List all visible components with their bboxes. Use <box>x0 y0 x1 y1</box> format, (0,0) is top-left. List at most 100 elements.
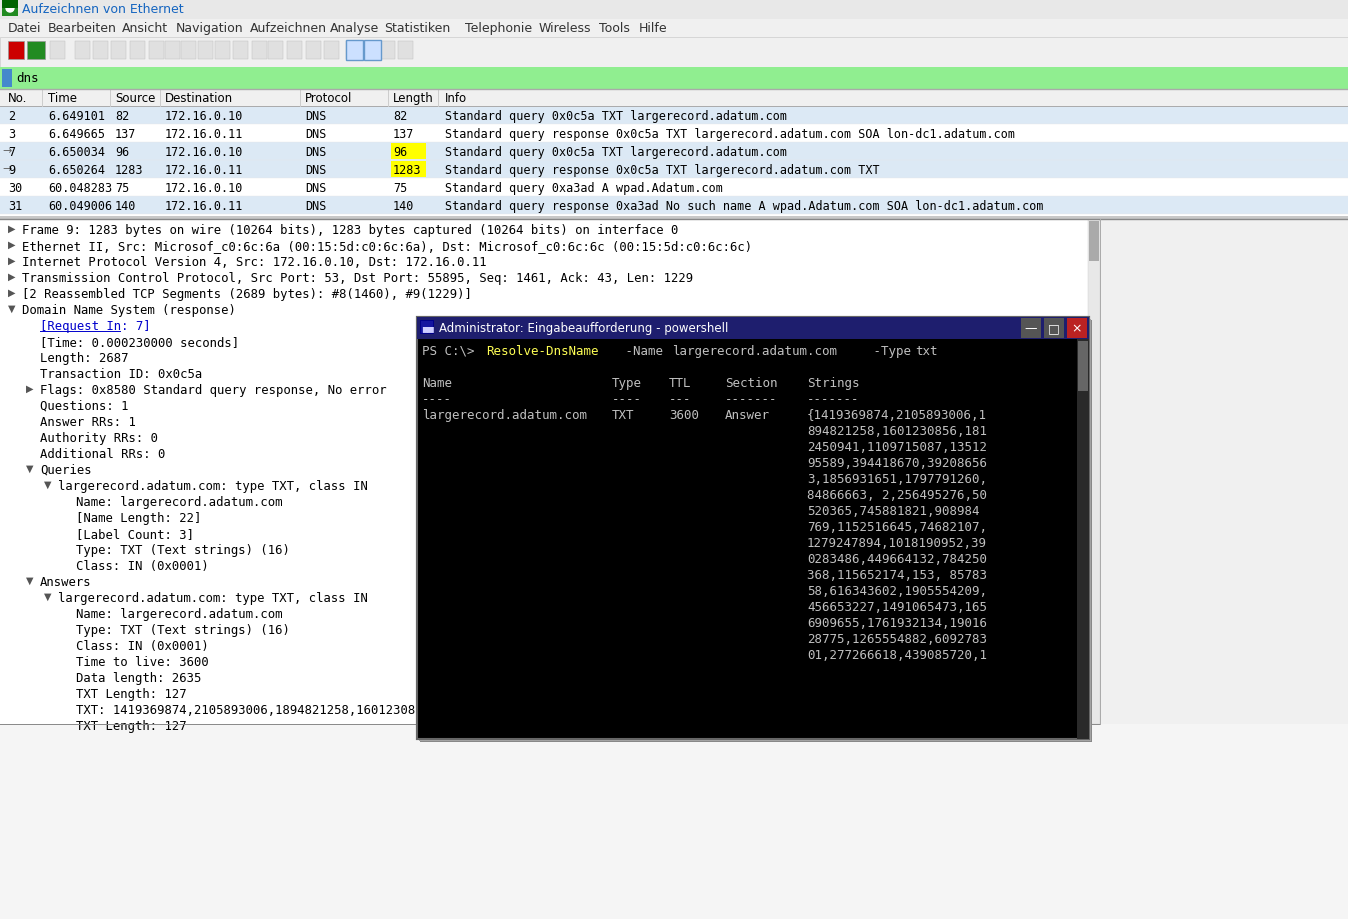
Text: Queries: Queries <box>40 463 92 476</box>
Text: 6.650034: 6.650034 <box>49 146 105 159</box>
Bar <box>0 125 1348 142</box>
Text: 3: 3 <box>8 128 15 141</box>
Text: ▄▄: ▄▄ <box>422 322 434 332</box>
Text: 60.049006: 60.049006 <box>49 199 112 213</box>
Text: Type: TXT (Text strings) (16): Type: TXT (Text strings) (16) <box>75 543 290 556</box>
Bar <box>93 42 108 60</box>
Text: 75: 75 <box>394 182 407 195</box>
Bar <box>1078 342 1088 391</box>
Text: Internet Protocol Version 4, Src: 172.16.0.10, Dst: 172.16.0.11: Internet Protocol Version 4, Src: 172.16… <box>22 255 487 268</box>
Bar <box>0 197 1348 215</box>
Text: [2 Reassembled TCP Segments (2689 bytes): #8(1460), #9(1229)]: [2 Reassembled TCP Segments (2689 bytes)… <box>22 288 472 301</box>
Text: 28775,1265554882,6092783: 28775,1265554882,6092783 <box>807 632 987 645</box>
Bar <box>391 162 426 177</box>
Text: Tools: Tools <box>600 22 630 35</box>
Text: ---: --- <box>669 392 692 405</box>
Text: ▼: ▼ <box>26 463 34 473</box>
Text: 137: 137 <box>394 128 414 141</box>
Bar <box>27 42 44 60</box>
Text: DNS: DNS <box>305 182 326 195</box>
Text: 01,277266618,439085720,1: 01,277266618,439085720,1 <box>807 648 987 662</box>
Text: TTL: TTL <box>669 377 692 390</box>
Text: Class: IN (0x0001): Class: IN (0x0001) <box>75 560 209 573</box>
Text: TXT: 1419369874,2105893006,1894821258,1601230856,1812450941,1109715087,135129558: TXT: 1419369874,2105893006,1894821258,16… <box>75 703 1050 716</box>
Text: 1283: 1283 <box>394 164 422 176</box>
Text: Name: largerecord.adatum.com: Name: largerecord.adatum.com <box>75 607 283 620</box>
Text: Length: Length <box>394 92 434 105</box>
Text: 172.16.0.11: 172.16.0.11 <box>164 128 244 141</box>
Bar <box>0 220 1100 724</box>
Text: -Type: -Type <box>865 345 918 357</box>
Bar <box>0 68 1348 90</box>
Bar <box>363 42 377 60</box>
Bar <box>0 0 1348 20</box>
Bar <box>268 42 283 60</box>
Text: PS C:\>: PS C:\> <box>422 345 483 357</box>
Text: Statistiken: Statistiken <box>384 22 450 35</box>
Text: [Name Length: 22]: [Name Length: 22] <box>75 512 201 525</box>
Text: Wireless: Wireless <box>539 22 592 35</box>
Bar <box>8 42 24 60</box>
Text: Standard query 0xa3ad A wpad.Adatum.com: Standard query 0xa3ad A wpad.Adatum.com <box>445 182 723 195</box>
Text: ----: ---- <box>422 392 452 405</box>
Bar <box>398 42 412 60</box>
Bar <box>1020 319 1041 338</box>
Bar <box>391 144 426 160</box>
Bar <box>0 107 1348 125</box>
Text: 137: 137 <box>115 128 136 141</box>
Bar <box>252 42 267 60</box>
Text: Resolve-DnsName: Resolve-DnsName <box>487 345 599 357</box>
Text: Name: Name <box>422 377 452 390</box>
Text: Answer: Answer <box>725 409 770 422</box>
Text: 9: 9 <box>8 164 15 176</box>
Bar <box>164 42 181 60</box>
Text: 60.048283: 60.048283 <box>49 182 112 195</box>
Text: largerecord.adatum.com: type TXT, class IN: largerecord.adatum.com: type TXT, class … <box>58 591 368 605</box>
Text: Destination: Destination <box>164 92 233 105</box>
Bar <box>214 42 231 60</box>
Text: 140: 140 <box>394 199 414 213</box>
Text: Hilfe: Hilfe <box>639 22 667 35</box>
Bar <box>50 42 65 60</box>
Bar <box>380 42 395 60</box>
Bar <box>111 42 125 60</box>
Bar <box>1088 220 1100 724</box>
Text: 96: 96 <box>115 146 129 159</box>
Bar <box>346 42 361 60</box>
Bar <box>0 38 1348 68</box>
Text: ▼: ▼ <box>44 591 51 601</box>
Text: largerecord.adatum.com: largerecord.adatum.com <box>422 409 586 422</box>
Text: 6.649665: 6.649665 <box>49 128 105 141</box>
Bar <box>1043 319 1064 338</box>
Text: 82: 82 <box>115 110 129 123</box>
Text: 2: 2 <box>8 110 15 123</box>
Bar <box>421 321 434 335</box>
Text: DNS: DNS <box>305 199 326 213</box>
Bar <box>0 179 1348 197</box>
Text: [Time: 0.000230000 seconds]: [Time: 0.000230000 seconds] <box>40 335 239 348</box>
Text: largerecord.adatum.com: type TXT, class IN: largerecord.adatum.com: type TXT, class … <box>58 480 368 493</box>
Bar <box>417 318 1089 340</box>
Bar <box>0 724 1348 919</box>
Bar <box>129 42 146 60</box>
Text: 140: 140 <box>115 199 136 213</box>
Text: Length: 2687: Length: 2687 <box>40 352 128 365</box>
Text: 2450941,1109715087,13512: 2450941,1109715087,13512 <box>807 440 987 453</box>
Text: 75: 75 <box>115 182 129 195</box>
Text: 172.16.0.10: 172.16.0.10 <box>164 182 244 195</box>
Text: ▶: ▶ <box>8 255 15 266</box>
Text: ▶: ▶ <box>8 240 15 250</box>
Text: ▶: ▶ <box>26 383 34 393</box>
Text: DNS: DNS <box>305 110 326 123</box>
Bar <box>181 42 195 60</box>
Text: 456653227,1491065473,165: 456653227,1491065473,165 <box>807 600 987 613</box>
Bar <box>0 161 1348 179</box>
Bar <box>0 20 1348 38</box>
Bar <box>1 1 18 9</box>
Text: Answer RRs: 1: Answer RRs: 1 <box>40 415 136 428</box>
Text: {1419369874,2105893006,1: {1419369874,2105893006,1 <box>807 409 987 422</box>
Text: ▶: ▶ <box>8 272 15 282</box>
Circle shape <box>5 5 13 13</box>
Text: Domain Name System (response): Domain Name System (response) <box>22 303 236 317</box>
Bar <box>1100 220 1348 724</box>
